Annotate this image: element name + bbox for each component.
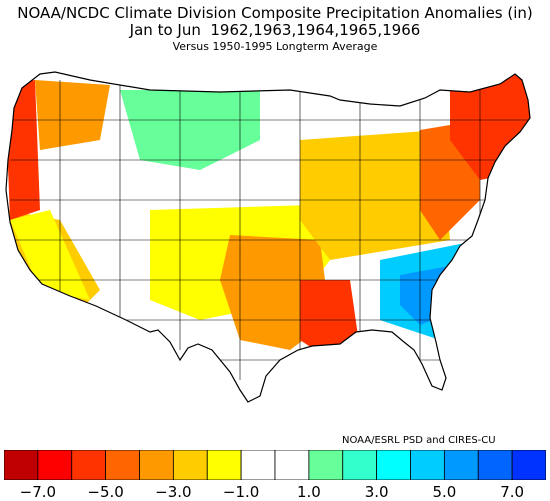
legend-swatch: [206, 450, 242, 480]
legend-swatch: [105, 450, 140, 480]
legend-swatch: [308, 450, 344, 480]
legend-tick-label: 5.0: [432, 483, 457, 501]
legend-tick-label: −5.0: [87, 483, 124, 501]
legend-tick-label: −3.0: [155, 483, 192, 501]
legend-swatch: [240, 450, 276, 480]
legend-tick-label: −1.0: [222, 483, 260, 501]
legend-swatch: [477, 450, 513, 480]
region-nw-coast: [6, 80, 40, 220]
map-title: NOAA/NCDC Climate Division Composite Pre…: [17, 4, 533, 22]
legend-tick-label: −7.0: [19, 483, 57, 501]
legend-tick-label: 1.0: [296, 483, 321, 501]
credit-text: NOAA/ESRL PSD and CIRES-CU: [342, 435, 496, 446]
legend-swatch: [410, 450, 445, 480]
legend-swatch: [511, 450, 546, 480]
legend-swatch: [376, 450, 411, 480]
legend-swatch: [342, 450, 378, 480]
region-ohio-valley: [300, 130, 450, 260]
legend-tick-label: 3.0: [364, 483, 389, 501]
legend-swatch: [443, 450, 479, 480]
legend-swatch: [172, 450, 208, 480]
legend-swatch: [37, 450, 73, 480]
legend-swatch: [71, 450, 107, 480]
legend-tick-label: 7.0: [500, 483, 525, 501]
legend-swatch: [4, 450, 39, 480]
us-outline: [5, 71, 531, 403]
region-nw-interior: [35, 80, 110, 150]
color-legend: [4, 450, 546, 480]
us-precip-anomaly-map: [5, 71, 531, 403]
region-california: [10, 210, 90, 300]
legend-swatch: [274, 450, 310, 480]
legend-swatch: [139, 450, 174, 480]
map-period: Jan to Jun 1962,1963,1964,1965,1966: [129, 21, 421, 39]
map-baseline: Versus 1950-1995 Longterm Average: [172, 40, 378, 53]
region-northern-plains: [120, 90, 260, 170]
